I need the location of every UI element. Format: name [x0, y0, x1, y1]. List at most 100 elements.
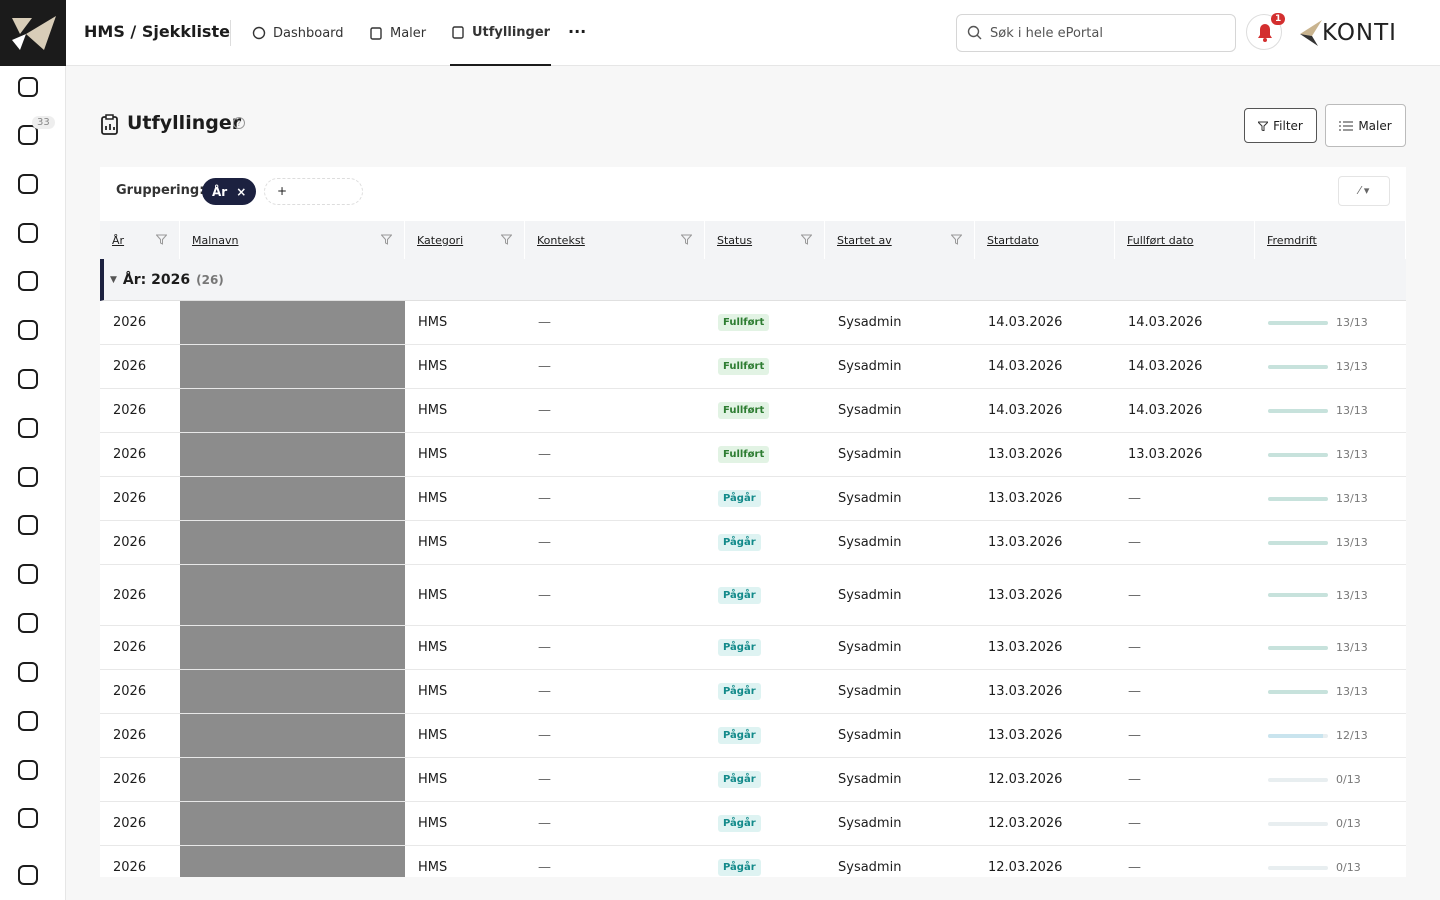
table-row[interactable]: 2026 HMS — Pågår Sysadmin 13.03.2026 — 13/13: [100, 565, 1406, 626]
cell-text: —: [1128, 587, 1141, 603]
table-row[interactable]: 2026 HMS — Pågår Sysadmin 13.03.2026 — 13/13: [100, 521, 1406, 565]
column-header[interactable]: Startdato: [975, 221, 1115, 259]
cell-text: 14.03.2026: [1128, 315, 1203, 330]
redacted-name: [180, 433, 405, 476]
sidebar: 33: [0, 0, 66, 900]
cell: —: [1128, 802, 1141, 845]
column-title[interactable]: Status: [717, 233, 753, 247]
progress-track: [1268, 408, 1328, 413]
nav-icon[interactable]: [18, 174, 38, 194]
group-chip[interactable]: År ×: [202, 178, 257, 205]
column-header[interactable]: Kategori: [405, 221, 525, 259]
column-header[interactable]: År: [100, 221, 180, 259]
column-header[interactable]: Startet av: [825, 221, 975, 259]
breadcrumb[interactable]: HMS / Sjekkliste: [84, 22, 230, 41]
icon: [252, 26, 266, 40]
nav-icon[interactable]: [18, 662, 38, 682]
progress-fill: [1268, 496, 1328, 501]
table-row[interactable]: 2026 HMS — Pågår Sysadmin 13.03.2026 — 13/13: [100, 477, 1406, 521]
search-icon: [967, 25, 982, 40]
filter-icon[interactable]: [951, 234, 962, 245]
column-title[interactable]: Fremdrift: [1267, 233, 1317, 247]
redacted-name: [180, 846, 405, 877]
column-header[interactable]: Kontekst: [525, 221, 705, 259]
cell-text: HMS: [418, 535, 448, 550]
chip-remove[interactable]: ×: [236, 184, 247, 199]
redacted-name: [180, 521, 405, 564]
nav-icon[interactable]: [18, 515, 38, 535]
filter-icon[interactable]: [681, 234, 692, 245]
table-row[interactable]: 2026 HMS — Pågår Sysadmin 12.03.2026 — 0/13: [100, 846, 1406, 877]
page-title: Utfyllinger: [127, 112, 242, 134]
nav-icon[interactable]: [18, 418, 38, 438]
column-header[interactable]: Fullført dato: [1115, 221, 1255, 259]
filter-button[interactable]: Filter: [1244, 108, 1317, 143]
table-row[interactable]: 2026 HMS — Pågår Sysadmin 12.03.2026 — 0/13: [100, 802, 1406, 846]
cell: HMS: [418, 670, 447, 713]
nav-icon[interactable]: [18, 760, 38, 780]
table-row[interactable]: 2026 HMS — Fullført Sysadmin 13.03.2026 13.03.…: [100, 433, 1406, 477]
templates-button[interactable]: Maler: [1325, 104, 1406, 147]
column-header[interactable]: Status: [705, 221, 825, 259]
column-title[interactable]: Fullført dato: [1127, 233, 1194, 247]
table-row[interactable]: 2026 HMS — Fullført Sysadmin 14.03.2026 14.03.…: [100, 345, 1406, 389]
cell: HMS: [418, 626, 447, 669]
tab-active[interactable]: Utfyllinger: [450, 0, 552, 66]
cell-text: 14.03.2026: [988, 359, 1063, 374]
nav-icon[interactable]: [18, 271, 38, 291]
filter-icon[interactable]: [381, 234, 392, 245]
expand-arrow[interactable]: ▼: [110, 274, 117, 285]
logo-mark: [12, 16, 56, 50]
nav-icon[interactable]: [18, 320, 38, 340]
search-box[interactable]: Søk i hele ePortal: [956, 14, 1236, 52]
filter-icon[interactable]: [801, 234, 812, 245]
nav-icon[interactable]: [18, 467, 38, 487]
table-row[interactable]: 2026 HMS — Fullført Sysadmin 14.03.2026 14.03.…: [100, 301, 1406, 345]
more-menu[interactable]: ···: [568, 22, 587, 41]
cell-text: HMS: [418, 403, 448, 418]
table-row[interactable]: 2026 HMS — Pågår Sysadmin 13.03.2026 — 12/13: [100, 714, 1406, 758]
filter-icon[interactable]: [501, 234, 512, 245]
group-row[interactable]: ▼ År: 2026 (26): [100, 259, 1406, 301]
nav-icon[interactable]: [18, 369, 38, 389]
column-title[interactable]: Kategori: [417, 233, 464, 247]
icon: [370, 27, 382, 40]
progress-track: [1268, 452, 1328, 457]
tab[interactable]: Maler: [369, 0, 426, 66]
search-placeholder: Søk i hele ePortal: [990, 25, 1103, 41]
nav-icon[interactable]: [18, 808, 38, 828]
brand-logo[interactable]: [0, 0, 66, 66]
column-title[interactable]: Kontekst: [537, 233, 585, 247]
column-title[interactable]: Startet av: [837, 233, 892, 247]
nav-icon[interactable]: [18, 564, 38, 584]
column-title[interactable]: År: [112, 233, 125, 247]
cell: 13.03.2026: [988, 433, 1062, 476]
filter-icon[interactable]: [156, 234, 167, 245]
table-row[interactable]: 2026 HMS — Pågår Sysadmin 12.03.2026 — 0/13: [100, 758, 1406, 802]
table-row[interactable]: 2026 HMS — Pågår Sysadmin 13.03.2026 — 13/13: [100, 626, 1406, 670]
cell: 2026: [113, 389, 146, 432]
cell-text: 12.03.2026: [988, 816, 1063, 831]
nav-icon[interactable]: [18, 125, 38, 145]
cell-text: HMS: [418, 816, 448, 831]
nav-icon[interactable]: [18, 77, 38, 97]
table-row[interactable]: 2026 HMS — Fullført Sysadmin 14.03.2026 14.03.…: [100, 389, 1406, 433]
table-row[interactable]: 2026 HMS — Pågår Sysadmin 13.03.2026 — 13/13: [100, 670, 1406, 714]
progress-label: 0/13: [1336, 817, 1361, 830]
nav-icon[interactable]: [18, 865, 38, 885]
column-title[interactable]: Malnavn: [192, 233, 239, 247]
nav-icon[interactable]: [18, 613, 38, 633]
add-group[interactable]: +: [264, 178, 363, 205]
notifications[interactable]: 1: [1246, 13, 1286, 50]
column-header[interactable]: Fremdrift: [1255, 221, 1406, 259]
density-toggle[interactable]: ⁄ ▾: [1338, 176, 1390, 206]
nav-icon[interactable]: [18, 711, 38, 731]
column-title[interactable]: Startdato: [987, 233, 1039, 247]
status-badge: Pågår: [718, 490, 761, 507]
column-header[interactable]: Malnavn: [180, 221, 405, 259]
cell-text: —: [538, 587, 551, 603]
tab[interactable]: Dashboard: [252, 0, 344, 66]
progress-fill: [1268, 320, 1328, 325]
help-icon[interactable]: ?: [233, 117, 245, 129]
nav-icon[interactable]: [18, 223, 38, 243]
